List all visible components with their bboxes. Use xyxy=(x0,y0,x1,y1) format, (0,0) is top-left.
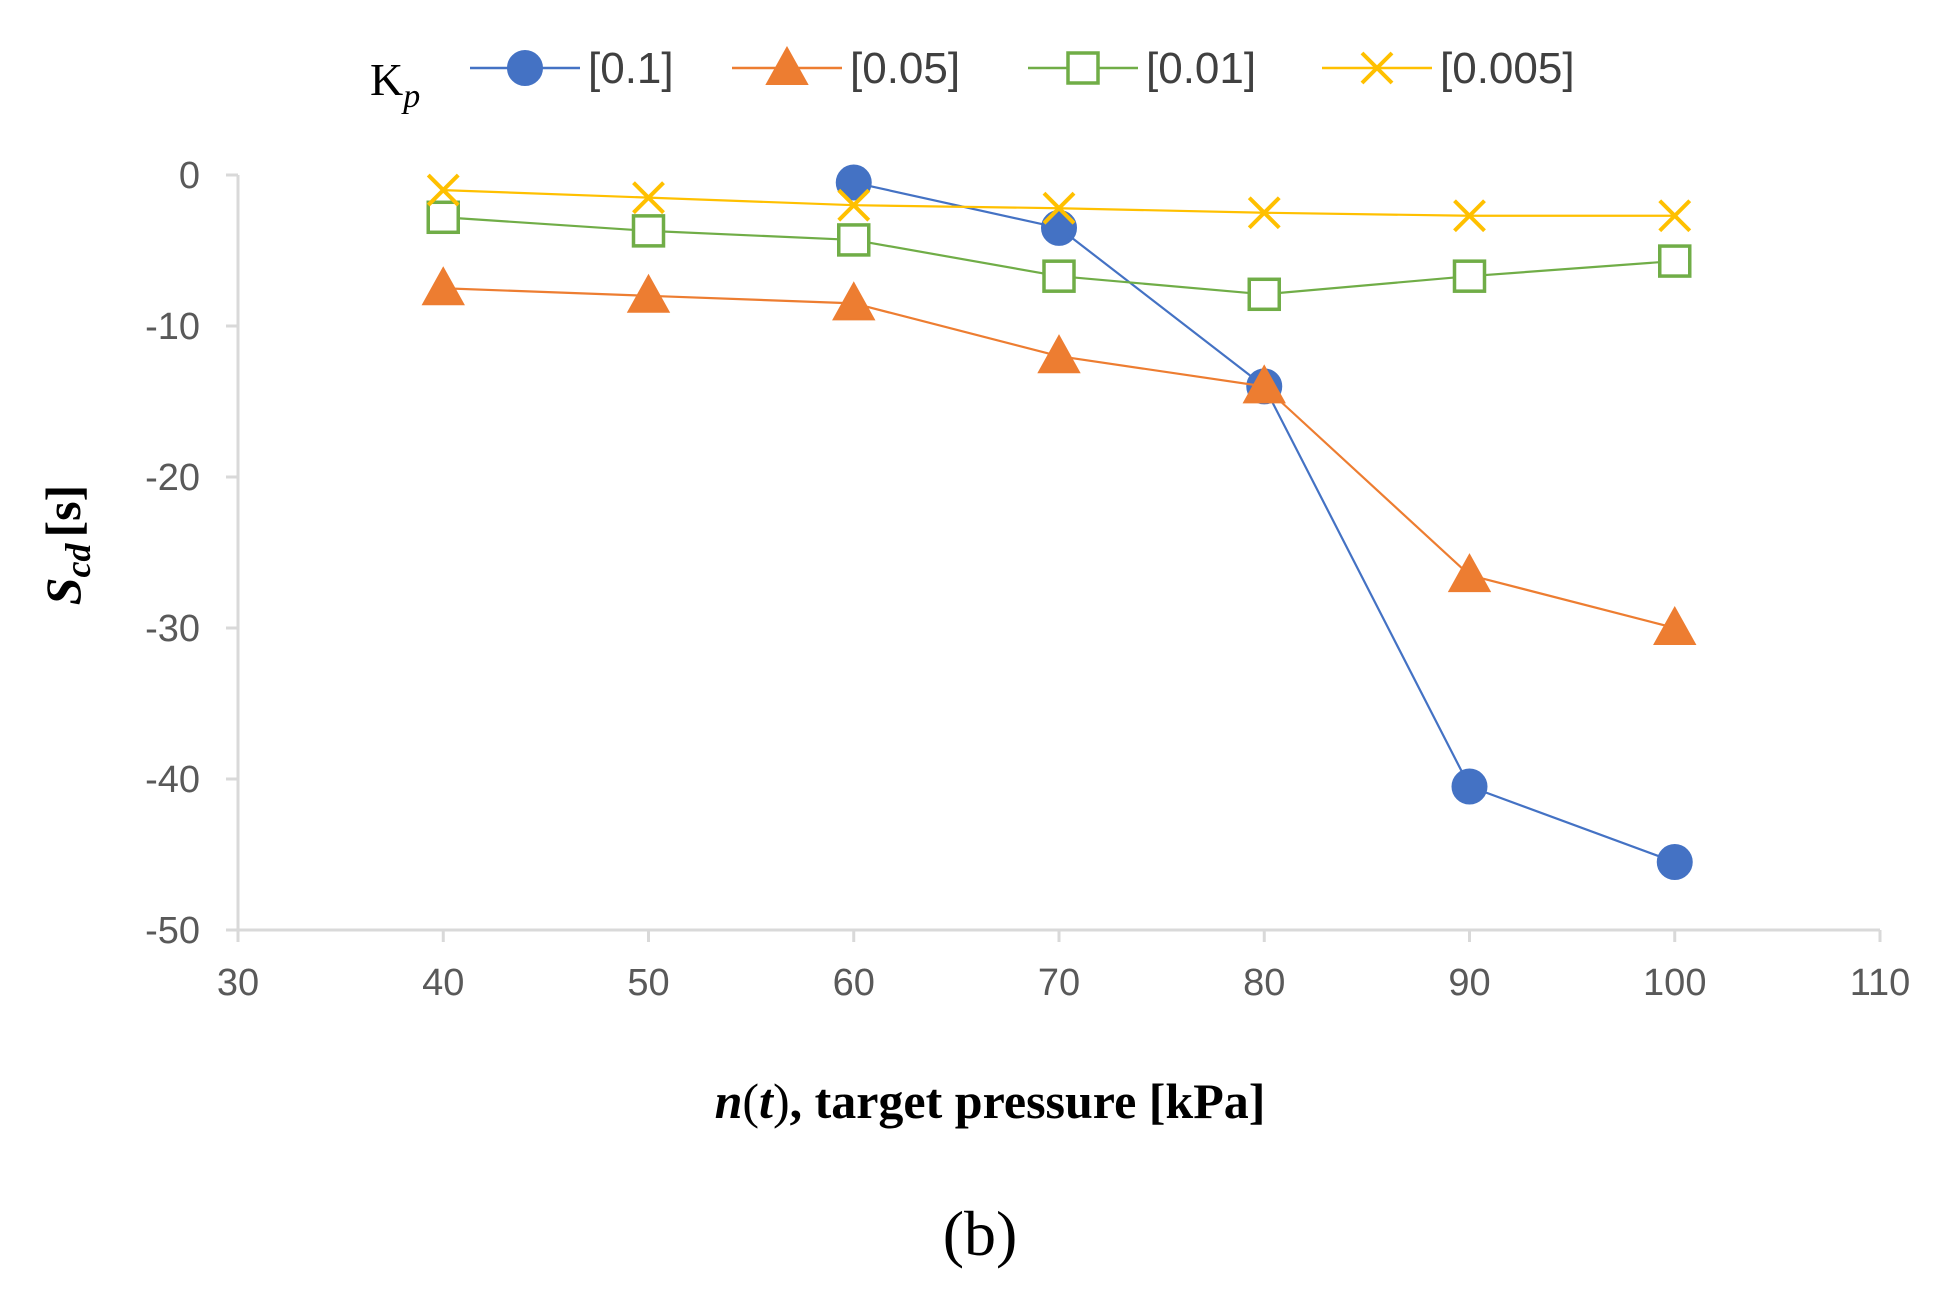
series-1 xyxy=(421,266,1697,645)
legend: Kp [0.1] [0.05] [0.01] [0.005] xyxy=(370,44,1575,115)
data-point xyxy=(421,266,465,306)
y-axis-title-s: S xyxy=(35,577,91,605)
data-point xyxy=(832,281,876,321)
legend-marker xyxy=(1066,51,1100,85)
series-0 xyxy=(835,164,1693,881)
x-axis-ticks: 30 40 50 60 70 80 90 100 110 xyxy=(217,930,1910,1004)
legend-title-sub: p xyxy=(401,78,420,115)
legend-marker xyxy=(507,50,543,86)
y-tick-label: -30 xyxy=(145,608,200,650)
data-point xyxy=(1037,334,1081,374)
legend-label: [0.005] xyxy=(1440,44,1575,93)
x-axis-title-rest: , target pressure [kPa] xyxy=(790,1073,1266,1129)
x-axis-title-t: t xyxy=(759,1073,775,1129)
legend-label: [0.05] xyxy=(850,44,960,93)
legend-marker xyxy=(765,45,809,85)
data-point xyxy=(1041,209,1077,246)
x-tick-label: 70 xyxy=(1038,962,1080,1004)
legend-label: [0.01] xyxy=(1146,44,1256,93)
y-tick-label: -20 xyxy=(145,457,200,499)
x-tick-label: 30 xyxy=(217,962,259,1004)
data-point xyxy=(1453,199,1486,233)
data-point xyxy=(626,273,671,313)
x-tick-label: 40 xyxy=(422,962,464,1004)
x-axis-title-open: ( xyxy=(742,1073,759,1129)
x-tick-label: 110 xyxy=(1850,962,1911,1004)
x-tick-label: 50 xyxy=(627,962,669,1004)
legend-item-3: [0.005] xyxy=(1322,44,1575,93)
x-tick-label: 80 xyxy=(1243,962,1285,1004)
x-tick-label: 100 xyxy=(1643,962,1706,1004)
x-tick-label: 60 xyxy=(833,962,875,1004)
data-point xyxy=(1653,605,1697,645)
y-tick-label: -10 xyxy=(145,306,200,348)
y-axis-ticks: 0 -10 -20 -30 -40 -50 xyxy=(145,155,238,952)
legend-item-2: [0.01] xyxy=(1028,44,1256,93)
data-point xyxy=(1658,199,1692,233)
data-point xyxy=(1658,244,1692,278)
x-tick-label: 90 xyxy=(1448,962,1490,1004)
data-point xyxy=(1247,196,1281,230)
series-layer xyxy=(421,164,1697,881)
data-point xyxy=(1447,553,1492,593)
data-point xyxy=(426,173,460,207)
legend-item-1: [0.05] xyxy=(732,44,960,93)
legend-title: Kp xyxy=(370,54,420,115)
data-point xyxy=(631,214,666,248)
y-axis-title-sub: cd xyxy=(58,542,98,577)
x-axis-title-close: ) xyxy=(773,1073,790,1129)
data-point xyxy=(835,164,872,201)
legend-marker xyxy=(1360,51,1394,85)
panel-label: (b) xyxy=(943,1198,1018,1269)
data-point xyxy=(1242,364,1286,404)
legend-title-base: K xyxy=(370,54,403,105)
series-2 xyxy=(426,200,1692,312)
data-point xyxy=(1452,259,1487,293)
y-axis-title-rest: [s] xyxy=(35,485,91,538)
data-point xyxy=(1042,259,1076,293)
y-axis-title: Scd [s] xyxy=(35,485,98,606)
data-point xyxy=(1656,844,1693,881)
data-point xyxy=(1451,768,1488,805)
data-point xyxy=(837,188,871,222)
data-point xyxy=(632,181,665,215)
y-tick-label: 0 xyxy=(179,155,200,197)
y-tick-label: -50 xyxy=(145,910,200,952)
x-axis-title-n: n xyxy=(715,1073,743,1129)
data-point xyxy=(837,223,871,257)
data-point xyxy=(1247,277,1281,312)
y-tick-label: -40 xyxy=(145,759,200,801)
series-3 xyxy=(426,173,1692,233)
x-axis-title: n(t), target pressure [kPa] xyxy=(715,1073,1266,1129)
data-point xyxy=(426,200,460,235)
legend-items: [0.1] [0.05] [0.01] [0.005] xyxy=(470,44,1575,93)
data-point xyxy=(1042,191,1076,225)
legend-item-0: [0.1] xyxy=(470,44,674,93)
legend-label: [0.1] xyxy=(588,44,674,93)
